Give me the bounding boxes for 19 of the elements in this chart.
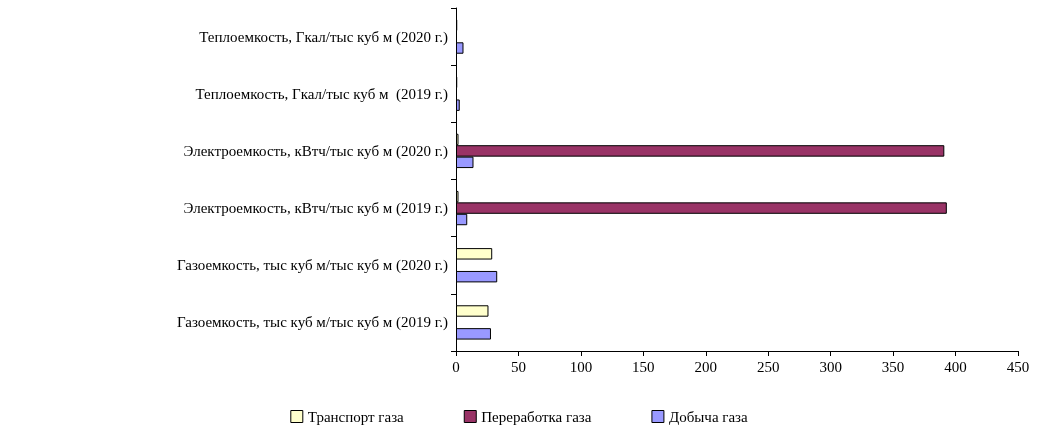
x-tick-label: 0 (452, 358, 460, 375)
legend-label: Добыча газа (668, 408, 749, 425)
x-tick-label: 300 (819, 358, 842, 375)
x-tick-label: 400 (944, 358, 967, 375)
x-tick-label: 100 (569, 358, 593, 375)
x-tick-label: 250 (756, 358, 780, 375)
x-tick-label: 150 (632, 358, 655, 375)
legend-label: Транспорт газа (307, 408, 405, 425)
y-tick-label: Теплоемкость, Гкал/тыс куб м (2020 г.) (199, 28, 448, 46)
y-tick-label: Газоемкость, тыс куб м/тыс куб м (2020 г.) (176, 257, 448, 275)
x-tick-label: 450 (1006, 358, 1030, 375)
y-tick-label: Теплоемкость, Гкал/тыс куб м (2019 г.) (195, 85, 448, 103)
x-tick-label: 200 (694, 358, 718, 375)
y-tick-label: Электроемкость, кВтч/тыс куб м (2019 г.) (183, 200, 448, 218)
x-tick-label: 350 (881, 358, 905, 375)
y-tick-label: Газоемкость, тыс куб м/тыс куб м (2019 г.) (176, 314, 448, 332)
x-tick-label: 50 (510, 358, 526, 375)
legend-label: Переработка газа (481, 408, 592, 425)
y-tick-label: Электроемкость, кВтч/тыс куб м (2020 г.) (183, 142, 448, 160)
